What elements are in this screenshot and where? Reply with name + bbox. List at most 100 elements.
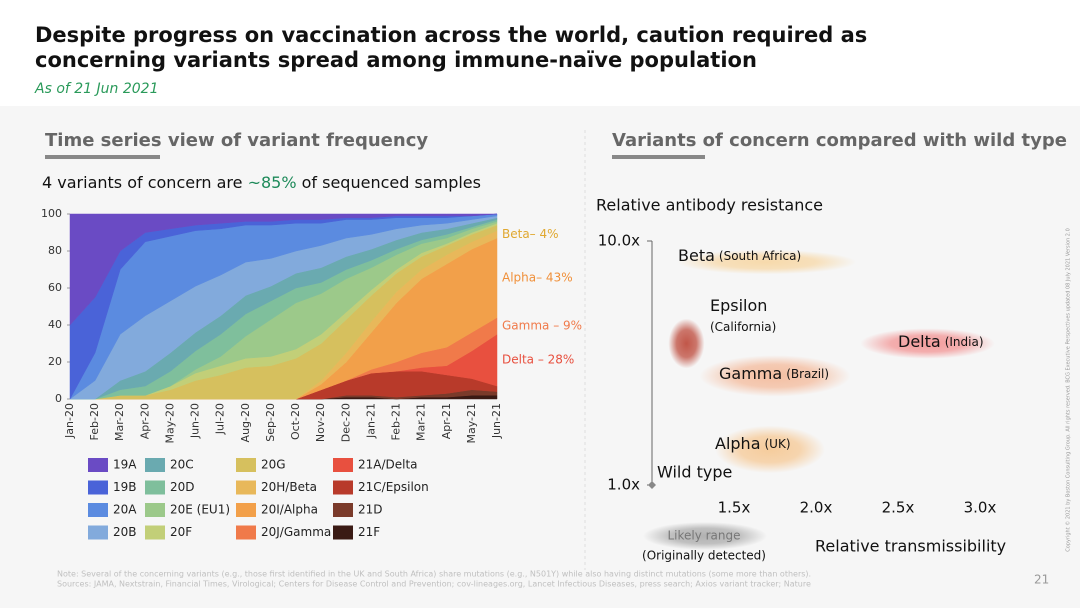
legend-swatch xyxy=(88,480,108,495)
variant-name: Alpha xyxy=(715,434,761,453)
legend-label: 20C xyxy=(170,458,194,472)
x-tick-label: Feb-20 xyxy=(88,403,101,440)
variant-region: (California) xyxy=(710,320,776,334)
point-label: Beta (South Africa) xyxy=(678,246,801,265)
legend-swatch xyxy=(236,458,256,472)
y-axis-title: Relative antibody resistance xyxy=(596,196,823,215)
range-blob xyxy=(668,318,705,369)
x-tick-label: 2.0x xyxy=(800,499,833,517)
legend-label: 20I/Alpha xyxy=(261,503,318,517)
legend-label: 20B xyxy=(113,525,137,539)
legend-swatch xyxy=(333,480,353,495)
variant-name: Gamma xyxy=(719,364,782,383)
variant-region: (South Africa) xyxy=(719,249,801,263)
x-tick-label: Dec-20 xyxy=(339,403,352,442)
caption-text: of sequenced samples xyxy=(297,173,481,192)
legend-label: 20G xyxy=(261,458,286,472)
y-tick-label: 40 xyxy=(48,318,62,331)
y-tick-label: 80 xyxy=(48,244,62,257)
x-tick-label: 2.5x xyxy=(882,499,915,517)
x-tick-label: Mar-20 xyxy=(113,403,126,441)
variant-region: (Brazil) xyxy=(786,367,829,381)
legend-label: 20A xyxy=(113,503,137,517)
point-label: Delta (India) xyxy=(898,332,984,351)
page-number: 21 xyxy=(1034,573,1049,587)
legend-swatch xyxy=(88,525,108,540)
x-tick-label: Oct-20 xyxy=(289,403,302,440)
legend-swatch xyxy=(643,522,767,550)
legend-swatch xyxy=(88,458,108,472)
legend-label: 21A/Delta xyxy=(358,458,418,472)
x-tick-label: May-20 xyxy=(163,403,176,444)
reference-marker xyxy=(648,481,656,489)
x-tick-label: 3.0x xyxy=(964,499,997,517)
y-tick-label: 100 xyxy=(41,207,62,220)
x-tick-label: Sep-20 xyxy=(264,403,277,442)
x-tick-label: Apr-21 xyxy=(440,403,453,439)
variant-region: (UK) xyxy=(765,437,791,451)
legend-swatch xyxy=(236,503,256,517)
legend-label: 20J/Gamma xyxy=(261,525,331,539)
legend-note: (Originally detected) xyxy=(642,549,766,563)
legend-swatch xyxy=(88,503,108,517)
copyright: Copyright © 2021 by Boston Consulting Gr… xyxy=(1065,228,1072,552)
legend-swatch xyxy=(145,480,165,495)
legend-swatch xyxy=(236,525,256,540)
sources: Sources: JAMA, Nextstrain, Financial Tim… xyxy=(57,580,811,589)
end-label: Alpha– 43% xyxy=(502,270,573,284)
variant-name: Epsilon xyxy=(710,296,767,315)
point-label: Alpha (UK) xyxy=(715,434,791,453)
legend-swatch xyxy=(145,503,165,517)
x-tick-label: Jan-21 xyxy=(364,403,377,439)
end-label: Beta– 4% xyxy=(502,227,559,241)
legend-swatch xyxy=(333,525,353,540)
x-tick-label: Jan-20 xyxy=(63,403,76,439)
point-label: Gamma (Brazil) xyxy=(719,364,829,383)
title: concerning variants spread among immune-… xyxy=(35,48,757,72)
x-tick-label: Jul-20 xyxy=(214,403,227,435)
caption-text: 4 variants of concern are xyxy=(42,173,248,192)
x-tick-label: Jun-20 xyxy=(189,403,202,439)
range-blob xyxy=(677,249,857,275)
subtitle: As of 21 Jun 2021 xyxy=(34,81,158,97)
legend-swatch xyxy=(145,525,165,540)
section-title: Time series view of variant frequency xyxy=(45,130,428,151)
title: Despite progress on vaccination across t… xyxy=(35,23,867,47)
x-axis-title: Relative transmissibility xyxy=(815,537,1006,556)
y-tick-label: 20 xyxy=(48,355,62,368)
legend-swatch xyxy=(333,458,353,472)
x-tick-label: Mar-21 xyxy=(415,403,428,441)
range-blob xyxy=(860,328,995,359)
range-blob xyxy=(699,355,851,397)
reference-label: Wild type xyxy=(657,463,732,482)
variant-region: (India) xyxy=(945,335,984,349)
section-underline xyxy=(612,155,705,159)
y-tick-label: 10.0x xyxy=(598,232,640,250)
x-tick-label: May-21 xyxy=(465,403,478,444)
legend-label: 21C/Epsilon xyxy=(358,480,429,494)
legend-label: 20E (EU1) xyxy=(170,503,230,517)
x-tick-label: Nov-20 xyxy=(314,403,327,442)
legend-label: 20H/Beta xyxy=(261,480,317,494)
caption-highlight: ~85% xyxy=(248,173,297,192)
section-underline xyxy=(45,155,160,159)
x-tick-label: Aug-20 xyxy=(239,403,252,442)
x-tick-label: Apr-20 xyxy=(138,403,151,439)
x-tick-label: Jun-21 xyxy=(490,403,503,439)
footnote: Note: Several of the concerning variants… xyxy=(57,570,811,579)
y-tick-label: 60 xyxy=(48,281,62,294)
legend-label: 21D xyxy=(358,503,383,517)
range-blob xyxy=(715,425,826,474)
variant-name: Delta xyxy=(898,332,941,351)
caption: 4 variants of concern are ~85% of sequen… xyxy=(42,173,481,192)
section-title: Variants of concern compared with wild t… xyxy=(612,130,1067,151)
legend-swatch xyxy=(236,480,256,495)
variant-name: Beta xyxy=(678,246,715,265)
point-label: Epsilon (California) xyxy=(710,296,776,334)
legend-label: 20F xyxy=(170,525,192,539)
legend-label: 20D xyxy=(170,480,195,494)
legend-swatch xyxy=(145,458,165,472)
y-tick-label: 1.0x xyxy=(607,476,640,494)
x-tick-label: Feb-21 xyxy=(390,403,403,440)
